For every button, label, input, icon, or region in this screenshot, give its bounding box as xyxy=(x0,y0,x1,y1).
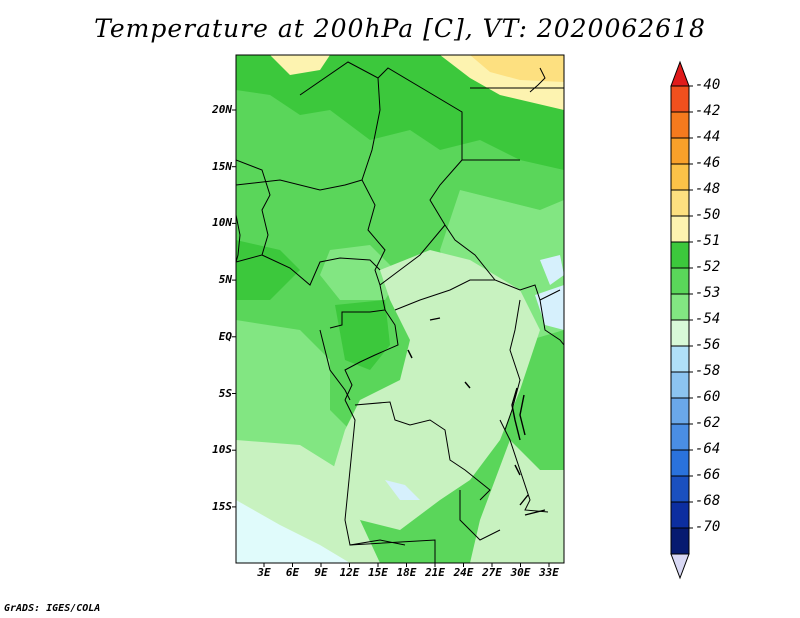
colorbar-top-arrow xyxy=(670,60,690,87)
colorbar-swatch xyxy=(670,423,690,451)
longitude-tick-label: 3E xyxy=(257,566,271,579)
colorbar-level-label: -70 xyxy=(695,519,721,535)
contour-fill xyxy=(470,55,564,82)
longitude-tick-label: 30E xyxy=(510,566,531,579)
contour-fill xyxy=(540,255,564,285)
colorbar-swatch xyxy=(670,215,690,243)
colorbar-level-label: -60 xyxy=(695,389,721,405)
latitude-tick-label: 10S xyxy=(212,443,232,457)
longitude-tick-label: 18E xyxy=(396,566,417,579)
border-line xyxy=(504,299,521,431)
map-frame xyxy=(235,54,565,564)
border-line xyxy=(299,61,561,301)
axis-ticks xyxy=(232,109,550,567)
colorbar-swatch xyxy=(670,137,690,165)
colorbar-swatch xyxy=(670,163,690,191)
latitude-tick-label: 10N xyxy=(212,216,232,230)
colorbar-swatch xyxy=(670,527,690,555)
lake-outline xyxy=(407,317,471,389)
colorbar-level-label: -51 xyxy=(695,233,721,249)
contour-fill xyxy=(270,55,330,75)
contour-fill xyxy=(330,250,540,530)
longitude-tick-label: 6E xyxy=(285,566,300,579)
colorbar-level-label: -46 xyxy=(695,155,721,171)
colorbar-level-label: -44 xyxy=(695,129,721,145)
colorbar-swatch xyxy=(670,111,690,139)
country-borders xyxy=(236,61,564,563)
border-line xyxy=(459,490,501,541)
contour-fill xyxy=(236,240,300,300)
colorbar-level-label: -68 xyxy=(695,493,721,509)
colorbar-level-label: -56 xyxy=(695,337,721,353)
colorbar-swatch xyxy=(670,319,690,347)
colorbar-swatch xyxy=(670,501,690,529)
border-line xyxy=(329,284,386,329)
contour-fill xyxy=(236,500,350,563)
border-line xyxy=(344,309,399,401)
border-line xyxy=(379,224,446,286)
colorbar-level-label: -40 xyxy=(695,77,721,93)
longitude-tick-label: 21E xyxy=(425,566,445,579)
lake-outline xyxy=(514,464,521,476)
colorbar-swatch xyxy=(670,267,690,295)
software-credit: GrADS: IGES/COLA xyxy=(4,603,101,614)
colorbar-level-label: -52 xyxy=(695,259,721,275)
colorbar-swatch xyxy=(670,397,690,425)
lakes xyxy=(407,317,546,516)
latitude-tick-label: 15N xyxy=(212,159,232,173)
coastline xyxy=(529,67,546,93)
colorbar-bottom-arrow xyxy=(670,553,690,580)
longitude-tick-label: 33E xyxy=(539,566,559,579)
border-line xyxy=(354,401,491,501)
border-line xyxy=(394,279,495,311)
border-line xyxy=(539,299,564,346)
lake-outline xyxy=(519,494,546,516)
colorbar-level-label: -64 xyxy=(695,441,721,457)
colorbar-swatch xyxy=(670,189,690,217)
contour-fill xyxy=(535,285,564,330)
border-line xyxy=(499,419,549,513)
longitude-tick-label: 27E xyxy=(482,566,502,579)
border-line xyxy=(344,399,406,546)
colorbar-level-label: -42 xyxy=(695,103,721,119)
longitude-tick-label: 9E xyxy=(314,566,328,579)
coastline xyxy=(236,214,351,401)
colorbar-level-label: -58 xyxy=(695,363,721,379)
temperature-field xyxy=(236,55,564,563)
colorbar-level-label: -54 xyxy=(695,311,721,327)
colorbar-level-label: -62 xyxy=(695,415,721,431)
contour-fill xyxy=(385,480,420,500)
longitude-tick-label: 24E xyxy=(453,566,474,579)
colorbar-level-label: -48 xyxy=(695,181,721,197)
lake-outline xyxy=(519,394,526,436)
latitude-tick-label: 5S xyxy=(218,386,232,400)
colorbar-level-label: -53 xyxy=(695,285,721,301)
latitude-tick-label: 5N xyxy=(218,273,232,287)
contour-fill xyxy=(236,320,360,470)
colorbar-swatch xyxy=(670,449,690,477)
colorbar xyxy=(670,60,693,580)
border-line xyxy=(349,539,436,563)
border-line xyxy=(361,77,386,286)
colorbar-swatch xyxy=(670,371,690,399)
longitude-tick-label: 12E xyxy=(339,566,360,579)
colorbar-swatch xyxy=(670,241,690,269)
contour-fill xyxy=(470,440,564,563)
contour-fill xyxy=(335,300,390,370)
colorbar-swatch xyxy=(670,345,690,373)
colorbar-level-label: -50 xyxy=(695,207,721,223)
colorbar-swatch xyxy=(670,85,690,113)
latitude-tick-label: EQ xyxy=(218,329,232,343)
map-title: Temperature at 200hPa [C], VT: 202006261… xyxy=(94,14,706,43)
colorbar-swatch xyxy=(670,293,690,321)
longitude-tick-label: 15E xyxy=(368,566,388,579)
latitude-tick-label: 15S xyxy=(212,499,232,513)
latitude-tick-label: 20N xyxy=(212,103,232,116)
border-line xyxy=(261,254,381,286)
colorbar-swatch xyxy=(670,475,690,503)
colorbar-level-label: -66 xyxy=(695,467,721,483)
lake-outline xyxy=(511,387,521,441)
